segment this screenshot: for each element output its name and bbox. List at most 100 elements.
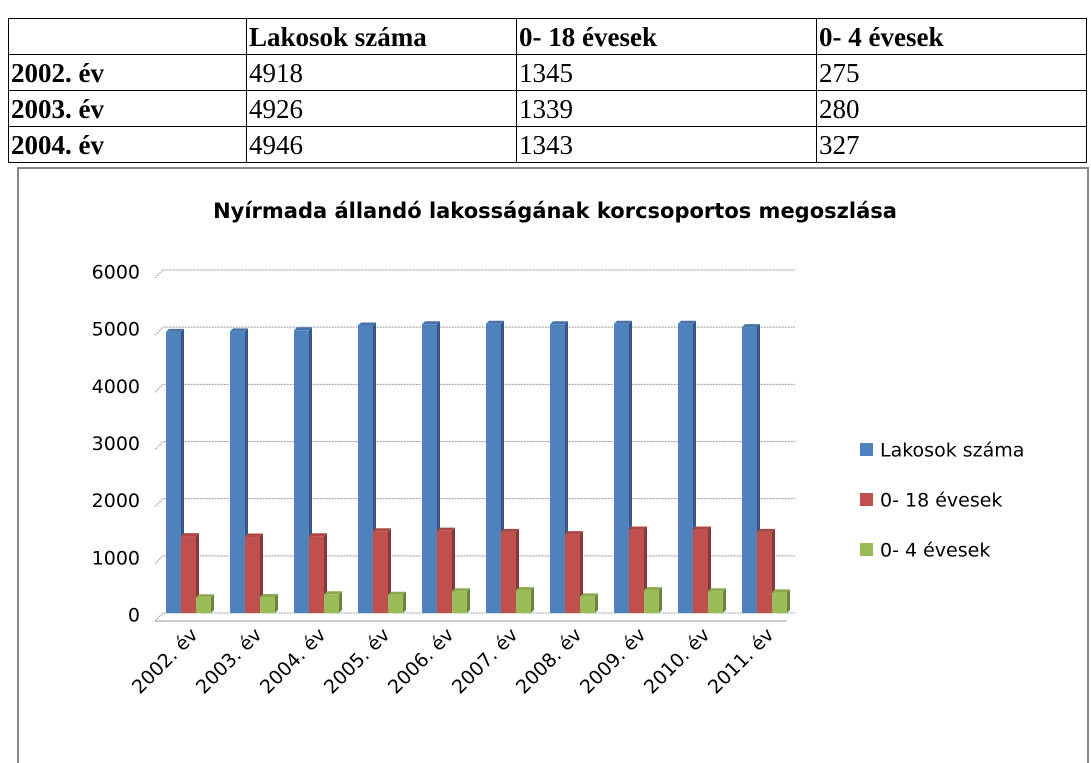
bar	[772, 592, 787, 613]
y-tick-label: 1000	[92, 547, 140, 569]
bar	[260, 596, 275, 613]
bar-side	[467, 588, 470, 613]
bar-top	[181, 533, 199, 537]
bar	[230, 331, 245, 613]
bar-side	[659, 587, 662, 613]
bar	[245, 536, 260, 613]
bar	[565, 534, 580, 613]
bar-top	[309, 533, 327, 537]
bar-top	[245, 533, 263, 537]
y-tick-label: 2000	[92, 490, 140, 512]
bar	[196, 597, 211, 613]
bar	[516, 590, 531, 613]
bar-top	[388, 591, 406, 595]
legend-label: 0- 4 évesek	[880, 540, 990, 562]
bar	[501, 531, 516, 613]
bar-top	[693, 526, 711, 530]
y-tick-label: 5000	[92, 319, 140, 341]
bar-top	[422, 321, 440, 325]
bar-top	[260, 593, 278, 597]
bar-top	[166, 328, 184, 332]
bar-top	[516, 587, 534, 591]
legend-swatch	[860, 543, 873, 556]
bar-top	[486, 320, 504, 324]
y-tick-label: 4000	[92, 376, 140, 398]
bar	[294, 330, 309, 613]
bar-top	[708, 588, 726, 592]
bar	[757, 531, 772, 613]
bar-top	[580, 593, 598, 597]
bar-side	[787, 589, 790, 613]
bar	[644, 590, 659, 613]
bar	[373, 531, 388, 613]
bar-side	[531, 587, 534, 613]
bar-side	[580, 531, 583, 613]
bar	[629, 529, 644, 613]
bar-top	[614, 320, 632, 324]
cell: 1343	[516, 126, 817, 163]
bar-top	[550, 321, 568, 325]
bar	[181, 536, 196, 613]
bar-top	[437, 527, 455, 531]
bar-side	[275, 593, 278, 613]
header-cell: 0- 4 évesek	[816, 18, 1087, 55]
grid-line	[154, 269, 795, 279]
bar	[388, 594, 403, 613]
bar	[693, 529, 708, 613]
y-tick-label: 6000	[92, 262, 140, 284]
bar-side	[339, 591, 342, 613]
grid-line	[154, 555, 795, 565]
bar-top	[452, 588, 470, 592]
bar	[580, 596, 595, 613]
chart-title: Nyírmada állandó lakosságának korcsoport…	[213, 199, 897, 223]
cell: 280	[816, 90, 1087, 127]
bar	[486, 323, 501, 613]
bar-top	[358, 322, 376, 326]
cell: 4946	[246, 126, 517, 163]
bar-side	[723, 588, 726, 613]
row-header: 2004. év	[8, 126, 247, 163]
bar-top	[196, 594, 214, 598]
bar	[324, 594, 339, 613]
row-header: 2003. év	[8, 90, 247, 127]
bar	[678, 323, 693, 613]
bar	[309, 536, 324, 613]
bar-side	[260, 533, 263, 613]
grid-line	[154, 326, 795, 336]
bar-top	[757, 528, 775, 532]
legend-swatch	[860, 443, 873, 456]
bar	[358, 325, 373, 613]
bar-top	[678, 320, 696, 324]
legend-label: 0- 18 évesek	[880, 490, 1002, 512]
bar-top	[501, 528, 519, 532]
cell: 4918	[246, 54, 517, 91]
cell: 327	[816, 126, 1087, 163]
bar-top	[742, 324, 760, 328]
bar-top	[324, 591, 342, 595]
cell: 4926	[246, 90, 517, 127]
bar	[550, 324, 565, 613]
bar-top	[644, 587, 662, 591]
bar-top	[230, 328, 248, 332]
bar-top	[294, 327, 312, 331]
row: 2004. év 4946 1343 327	[8, 126, 1087, 163]
bar	[166, 331, 181, 613]
grid-line	[154, 383, 795, 393]
row-header: 2002. év	[8, 54, 247, 91]
row: 2003. év 4926 1339 280	[8, 90, 1087, 127]
data-table: Lakosok száma 0- 18 évesek 0- 4 évesek 2…	[8, 18, 1087, 163]
bar	[452, 591, 467, 613]
bar	[708, 591, 723, 613]
y-tick-label: 0	[128, 605, 140, 627]
row: 2002. év 4918 1345 275	[8, 54, 1087, 91]
y-tick-label: 3000	[92, 433, 140, 455]
bar-top	[373, 528, 391, 532]
bar	[437, 530, 452, 613]
cell: 1345	[516, 54, 817, 91]
bar-top	[629, 526, 647, 530]
bar	[422, 324, 437, 613]
grid-line	[154, 441, 795, 450]
bar-side	[403, 591, 406, 613]
